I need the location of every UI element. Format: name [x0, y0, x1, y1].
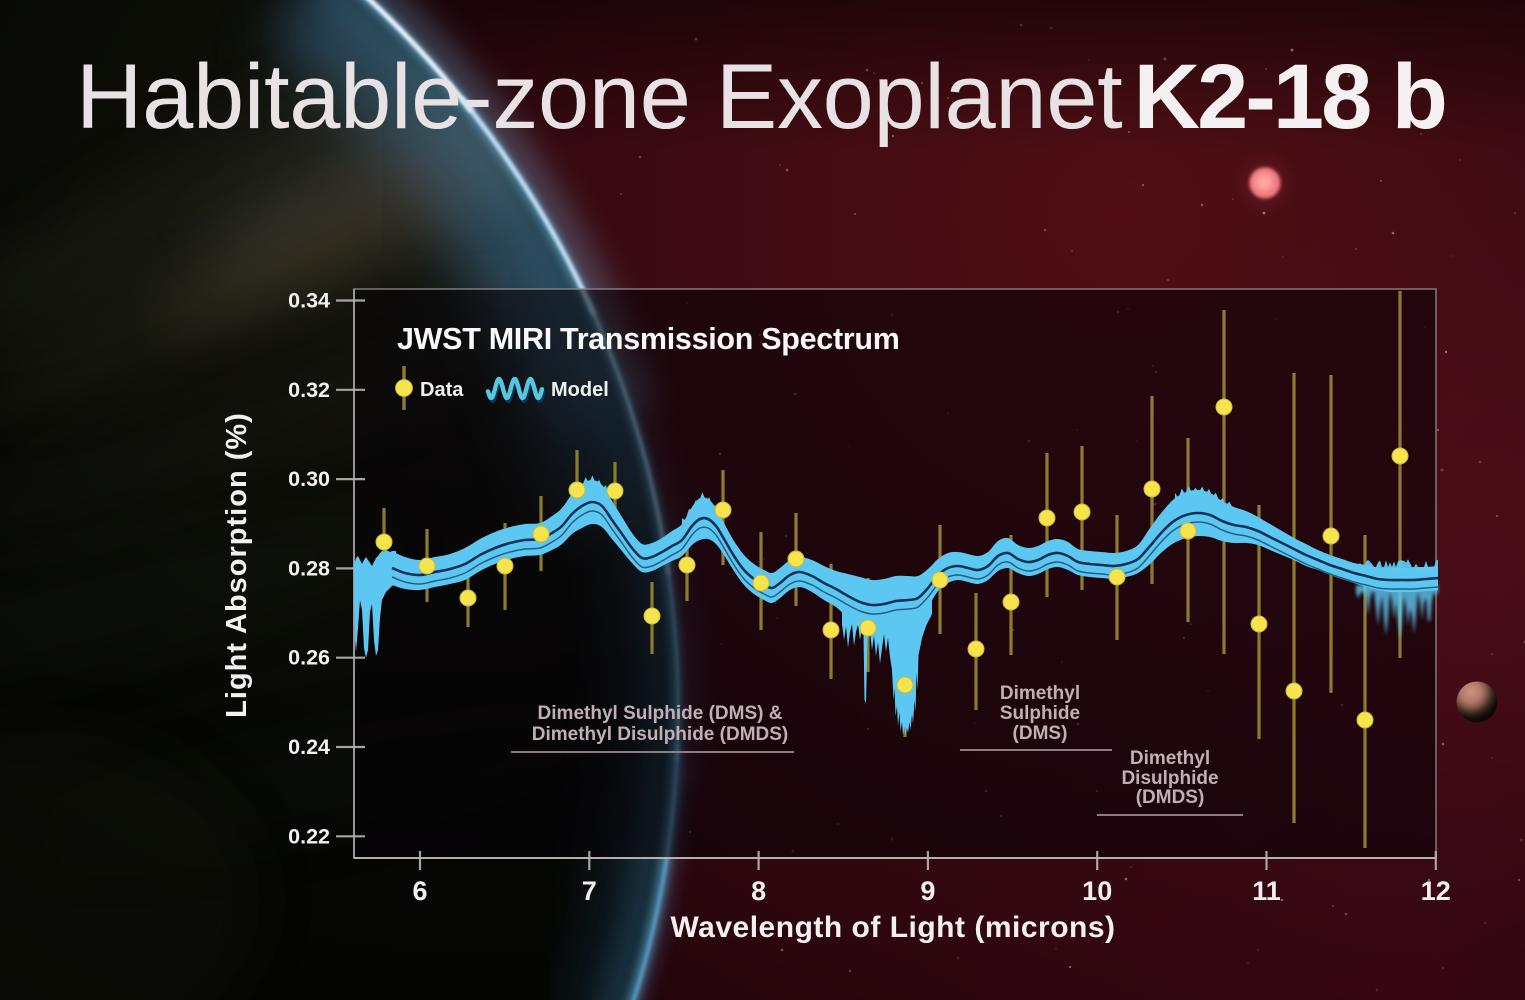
svg-text:6: 6	[412, 876, 427, 906]
svg-text:Dimethyl Disulphide (DMDS): Dimethyl Disulphide (DMDS)	[532, 724, 789, 745]
svg-text:(DMDS): (DMDS)	[1136, 787, 1205, 808]
svg-text:0.26: 0.26	[288, 646, 330, 670]
svg-text:0.34: 0.34	[288, 289, 330, 313]
svg-text:JWST MIRI Transmission Spectru: JWST MIRI Transmission Spectrum	[397, 322, 900, 356]
svg-text:12: 12	[1421, 876, 1451, 906]
svg-text:8: 8	[751, 876, 766, 906]
svg-text:0.32: 0.32	[288, 378, 330, 402]
svg-text:Data: Data	[420, 379, 464, 401]
svg-text:Dimethyl Sulphide (DMS) &: Dimethyl Sulphide (DMS) &	[538, 703, 783, 724]
svg-text:0.28: 0.28	[288, 556, 330, 580]
svg-text:0.30: 0.30	[288, 467, 330, 491]
svg-text:Dimethyl: Dimethyl	[1130, 748, 1210, 769]
svg-text:0.24: 0.24	[288, 735, 330, 759]
svg-text:Sulphide: Sulphide	[1000, 703, 1080, 724]
svg-text:10: 10	[1082, 876, 1112, 906]
svg-text:Model: Model	[551, 379, 609, 401]
svg-text:(DMS): (DMS)	[1013, 723, 1068, 744]
svg-text:Disulphide: Disulphide	[1121, 768, 1218, 789]
svg-text:Wavelength of Light (microns): Wavelength of Light (microns)	[670, 911, 1115, 944]
svg-text:Dimethyl: Dimethyl	[1000, 683, 1080, 704]
svg-text:0.22: 0.22	[288, 824, 330, 848]
svg-text:11: 11	[1252, 876, 1281, 906]
svg-text:Habitable-zone Exoplanet K2-18: Habitable-zone Exoplanet K2-18 b	[76, 46, 1445, 148]
svg-text:9: 9	[920, 876, 935, 906]
svg-text:7: 7	[582, 876, 597, 906]
svg-text:Light Absorption (%): Light Absorption (%)	[221, 412, 253, 718]
